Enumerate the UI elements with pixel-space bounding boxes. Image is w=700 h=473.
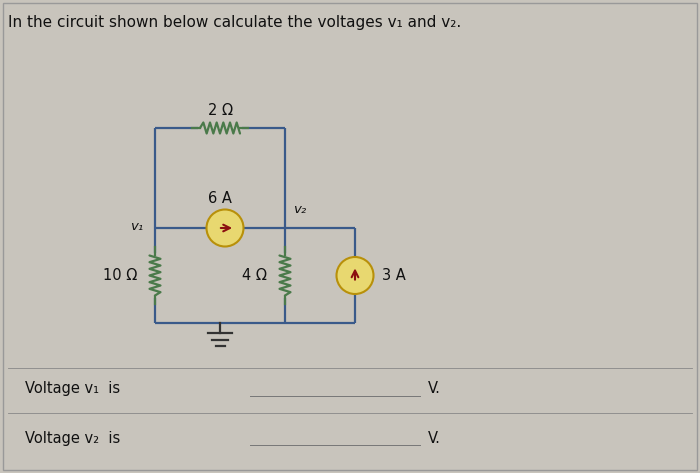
Text: V.: V. (428, 430, 441, 446)
Text: In the circuit shown below calculate the voltages v₁ and v₂.: In the circuit shown below calculate the… (8, 15, 461, 30)
Circle shape (206, 210, 244, 246)
Text: 4 Ω: 4 Ω (242, 268, 267, 283)
Text: v₂: v₂ (293, 203, 307, 216)
Text: Voltage v₁  is: Voltage v₁ is (25, 381, 120, 396)
Text: 10 Ω: 10 Ω (103, 268, 137, 283)
Text: 6 A: 6 A (208, 191, 232, 205)
Text: v₁: v₁ (130, 219, 143, 233)
Circle shape (337, 257, 374, 294)
Text: 2 Ω: 2 Ω (207, 103, 232, 118)
Text: V.: V. (428, 381, 441, 396)
Text: Voltage v₂  is: Voltage v₂ is (25, 430, 120, 446)
Text: 3 A: 3 A (382, 268, 405, 283)
